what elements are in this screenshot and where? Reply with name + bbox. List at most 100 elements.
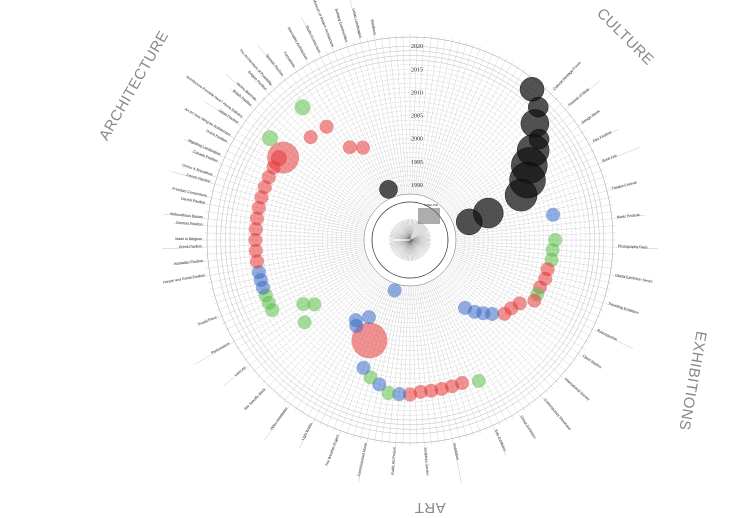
spoke [243,266,373,362]
hub-ray [409,236,431,241]
spoke [395,34,407,195]
hub-ray [409,239,423,257]
event-bubble-green[interactable] [261,130,278,147]
spoke [346,44,396,197]
event-bubble-red[interactable] [413,384,428,399]
item-label: The Weather Project [325,434,340,466]
label-leader [225,73,258,103]
spoke [395,285,407,446]
event-bubble-black[interactable] [379,180,398,199]
spoke [204,225,365,237]
spoke [438,77,537,204]
hub-ray [405,239,411,261]
hub-ray [391,229,411,241]
label-leader [580,355,596,366]
spoke [451,258,599,324]
item-label: Formations [283,51,296,68]
event-bubble-red[interactable] [303,130,318,145]
event-bubble-green[interactable] [471,373,486,388]
item-label: Verbundhaus Bauten [170,212,204,219]
label-leader [562,377,586,399]
label-leader [183,138,222,157]
spoke [288,277,384,407]
event-bubble-red[interactable] [251,200,266,215]
event-bubble-green[interactable] [296,297,311,312]
year-label: 2010 [411,90,423,96]
event-bubble-red[interactable] [267,141,300,174]
spoke [208,249,366,283]
event-bubble-green[interactable] [363,370,378,385]
spoke [221,156,369,222]
spoke [388,35,406,195]
spoke [272,274,380,394]
hub-ray [393,239,411,253]
event-bubble-red[interactable] [248,233,263,247]
spoke [210,250,366,290]
event-bubble-blue[interactable] [356,360,371,375]
hub-ray [396,223,411,241]
event-bubble-blue[interactable] [387,283,402,298]
spoke [455,204,613,233]
event-bubble-blue[interactable] [348,313,363,328]
event-bubble-red[interactable] [424,383,439,398]
item-label: Film Festival [592,130,612,143]
spoke [419,284,453,442]
spoke [455,244,615,262]
hub-ray [409,237,431,241]
hub-ray [405,219,411,241]
hub-ray [409,239,429,250]
spoke [455,243,616,255]
event-bubble-red[interactable] [248,222,263,237]
hub-ray [391,239,411,250]
event-bubble-blue[interactable] [251,265,266,280]
spoke [214,254,367,304]
spoke [300,278,386,415]
spoke [442,271,559,384]
label-leader [605,303,635,314]
event-bubble-blue[interactable] [392,387,407,402]
spoke [228,143,370,219]
event-bubble-red[interactable] [403,387,417,402]
spoke [424,283,474,436]
event-bubble-red[interactable] [434,381,449,396]
label-leader [254,78,268,92]
hub-ray [402,239,411,260]
item-label: Greek Pavilion [179,244,203,249]
event-bubble-red[interactable] [342,140,357,155]
event-bubble-blue[interactable] [361,310,376,325]
hub-ray [409,239,420,259]
hub-ray [392,239,411,252]
event-bubble-black[interactable] [504,178,538,212]
event-bubble-blue[interactable] [458,300,473,315]
hub-ray [409,239,431,243]
event-bubble-red[interactable] [248,243,263,258]
spoke [256,102,376,210]
event-bubble-green[interactable] [294,99,311,116]
hub-ray [409,239,430,247]
spoke [367,38,401,196]
event-bubble-green[interactable] [381,386,396,401]
event-bubble-black[interactable] [456,208,483,236]
event-bubble-red[interactable] [527,293,542,308]
event-bubble-red[interactable] [355,140,370,155]
spoke [454,250,610,290]
event-bubble-red[interactable] [319,119,334,134]
spoke [294,69,385,202]
spoke [422,41,467,196]
hub-ray [409,239,427,253]
item-label: Design Week [581,109,601,124]
event-bubble-red[interactable] [249,211,264,226]
event-bubble-green[interactable] [297,315,312,330]
event-bubble-green[interactable] [307,297,322,312]
spoke [428,281,494,429]
hub-ray [396,239,411,257]
item-label: Photography Days [618,244,648,249]
label-leader [370,19,375,38]
event-bubble-red[interactable] [497,306,512,321]
event-bubble-red[interactable] [249,254,264,269]
spoke [204,232,365,239]
event-bubble-blue[interactable] [546,207,561,222]
label-leader [333,433,340,451]
center-info-box [418,208,440,224]
spoke [266,91,379,208]
